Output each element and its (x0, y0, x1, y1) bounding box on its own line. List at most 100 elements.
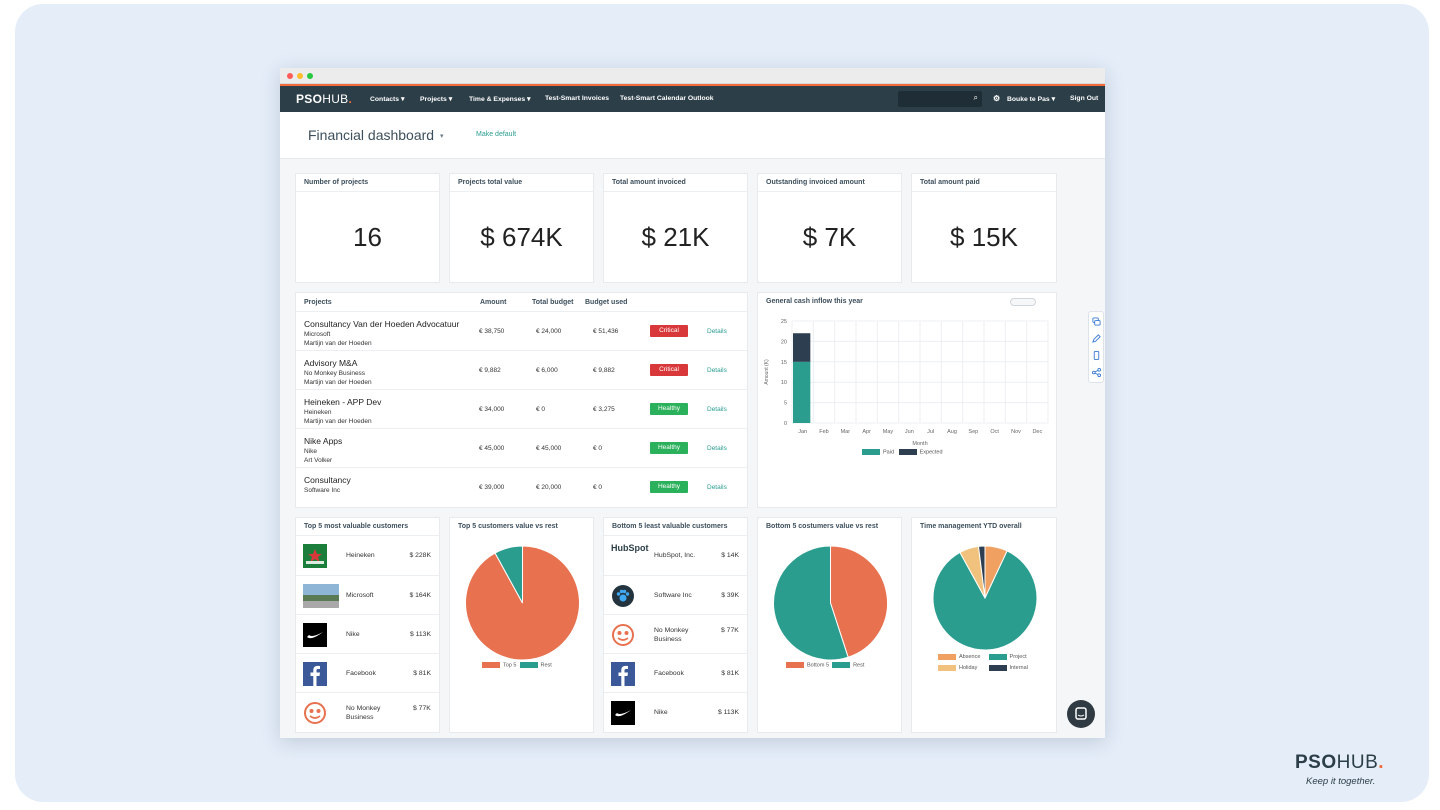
project-name[interactable]: Advisory M&A (304, 358, 358, 368)
table-row[interactable]: Consultancy Software Inc € 39,000 € 20,0… (296, 467, 747, 506)
chevron-down-icon[interactable]: ▾ (440, 133, 444, 140)
legend-label-project: Project (1009, 654, 1027, 660)
bottom5-customers-card: Bottom 5 least valuable customers HubSpo… (603, 517, 748, 733)
customer-name: Nike (654, 709, 668, 716)
list-item[interactable]: Software Inc $ 39K (604, 575, 747, 614)
details-link[interactable]: Details (707, 367, 727, 374)
table-row[interactable]: Advisory M&A No Monkey Business Martijn … (296, 350, 747, 389)
nav-test-smart-invoices[interactable]: Test-Smart Invoices (545, 95, 610, 102)
facebook-logo (303, 662, 327, 686)
y-axis-label: Amount (K) (764, 359, 770, 385)
project-name[interactable]: Consultancy (304, 475, 351, 485)
legend-label-top5: Top 5 (503, 662, 517, 669)
chat-launcher-button[interactable] (1067, 700, 1095, 728)
legend-swatch-absence (938, 653, 956, 660)
list-item[interactable]: No Monkey Business $ 77K (296, 692, 439, 731)
col-header-total-budget: Total budget (532, 299, 574, 306)
app-logo[interactable]: PSOHUB. (296, 92, 353, 106)
legend-swatch-bottom5 (786, 662, 804, 668)
time-management-pie-chart (932, 545, 1038, 651)
nav-projects[interactable]: Projects ▾ (420, 96, 453, 103)
chat-icon[interactable] (1092, 317, 1101, 326)
details-link[interactable]: Details (707, 484, 727, 491)
close-dot[interactable] (287, 73, 293, 79)
chart-toggle[interactable] (1010, 298, 1036, 306)
top5-customers-card: Top 5 most valuable customers Heineken $… (295, 517, 440, 733)
cash-inflow-bar-chart: 0 5 10 15 20 25 Jan Feb Mar Apr May Jun Jul Aug Sep Oct… (764, 319, 1049, 447)
table-row[interactable]: Heineken - APP Dev Heineken Martijn van … (296, 389, 747, 428)
customer-name: Software Inc (654, 592, 692, 599)
project-amount: € 38,750 (479, 328, 505, 335)
customer-name: No Monkey Business (654, 627, 689, 643)
table-row[interactable]: Nike Apps Nike Art Volker € 45,000 € 45,… (296, 428, 747, 467)
nav-contacts[interactable]: Contacts ▾ (370, 96, 405, 103)
project-amount: € 34,000 (479, 406, 505, 413)
y-tick-label: 25 (781, 319, 787, 325)
project-budget: € 0 (536, 406, 546, 413)
gear-icon[interactable]: ⚙ (993, 94, 1001, 103)
project-name[interactable]: Nike Apps (304, 436, 343, 446)
x-axis-label: Month (912, 441, 927, 447)
nav-test-smart-calendar[interactable]: Test-Smart Calendar Outlook (620, 95, 714, 102)
project-name[interactable]: Heineken - APP Dev (304, 397, 382, 407)
list-item[interactable]: Nike $ 113K (604, 692, 747, 731)
share-icon[interactable] (1092, 368, 1101, 377)
legend-swatch-paid (862, 449, 880, 455)
project-amount: € 45,000 (479, 445, 505, 452)
top-navbar: PSOHUB. Contacts ▾ Projects ▾ Time & Exp… (280, 84, 1105, 112)
bar-paid-jan (793, 361, 811, 423)
project-amount: € 39,000 (479, 484, 505, 491)
legend-label-rest: Rest (540, 662, 552, 669)
col-header-projects: Projects (304, 299, 332, 306)
user-menu[interactable]: Bouke te Pas ▾ (1007, 96, 1055, 103)
table-row[interactable]: Consultancy Van der Hoeden Advocatuur Mi… (296, 311, 747, 350)
list-item[interactable]: No Monkey Business $ 77K (604, 614, 747, 653)
list-item[interactable]: Nike $ 113K (296, 614, 439, 653)
top5-pie-card: Top 5 customers value vs rest Top 5 Rest (449, 517, 594, 733)
customer-value: $ 113K (409, 631, 431, 638)
page-title[interactable]: Financial dashboard (308, 127, 435, 143)
list-item[interactable]: HubSpot HubSpot, Inc. $ 14K (604, 536, 747, 575)
pencil-icon[interactable] (1092, 334, 1101, 343)
heineken-logo (303, 544, 327, 568)
project-budget: € 20,000 (536, 484, 562, 491)
project-name[interactable]: Consultancy Van der Hoeden Advocatuur (304, 319, 460, 329)
customer-name: Facebook (654, 670, 684, 677)
paw-logo (611, 584, 635, 608)
chart-legend: Paid Expected (862, 449, 943, 455)
legend-label-paid: Paid (883, 449, 895, 456)
project-budget-used: € 51,436 (593, 328, 619, 335)
search-input[interactable]: ⌕ (898, 91, 982, 107)
customer-value: $ 14K (721, 552, 739, 559)
details-link[interactable]: Details (707, 406, 727, 413)
sign-out-link[interactable]: Sign Out (1070, 95, 1099, 102)
chart-title: Bottom 5 costumers value vs rest (766, 523, 879, 530)
legend-label-holiday: Holiday (959, 665, 978, 671)
x-tick-label: Nov (1011, 429, 1021, 435)
nav-time-expenses[interactable]: Time & Expenses ▾ (469, 96, 531, 103)
maximize-dot[interactable] (307, 73, 313, 79)
legend-swatch-project (988, 653, 1007, 660)
y-tick-label: 0 (784, 421, 787, 427)
legend-swatch-internal (988, 664, 1007, 671)
status-badge: Critical (650, 364, 688, 376)
list-item[interactable]: Facebook $ 81K (296, 653, 439, 692)
x-tick-label: Mar (841, 429, 851, 435)
make-default-link[interactable]: Make default (476, 131, 517, 138)
x-tick-label: Jan (798, 429, 807, 435)
minimize-dot[interactable] (297, 73, 303, 79)
list-item[interactable]: Facebook $ 81K (604, 653, 747, 692)
kpi-value: $ 674K (480, 222, 563, 252)
details-link[interactable]: Details (707, 328, 727, 335)
list-item[interactable]: Heineken $ 228K (296, 536, 439, 575)
chart-title: General cash inflow this year (766, 298, 863, 305)
card-title: Bottom 5 least valuable customers (604, 518, 747, 536)
hubspot-logo: HubSpot (611, 543, 649, 553)
list-item[interactable]: Microsoft $ 164K (296, 575, 439, 614)
search-icon[interactable]: ⌕ (973, 93, 978, 102)
mobile-icon[interactable] (1092, 351, 1101, 360)
y-tick-label: 15 (781, 360, 787, 366)
details-link[interactable]: Details (707, 445, 727, 452)
chart-legend: Top 5 Rest (482, 662, 552, 668)
kpi-card: Total amount paid $ 15K (911, 173, 1057, 283)
